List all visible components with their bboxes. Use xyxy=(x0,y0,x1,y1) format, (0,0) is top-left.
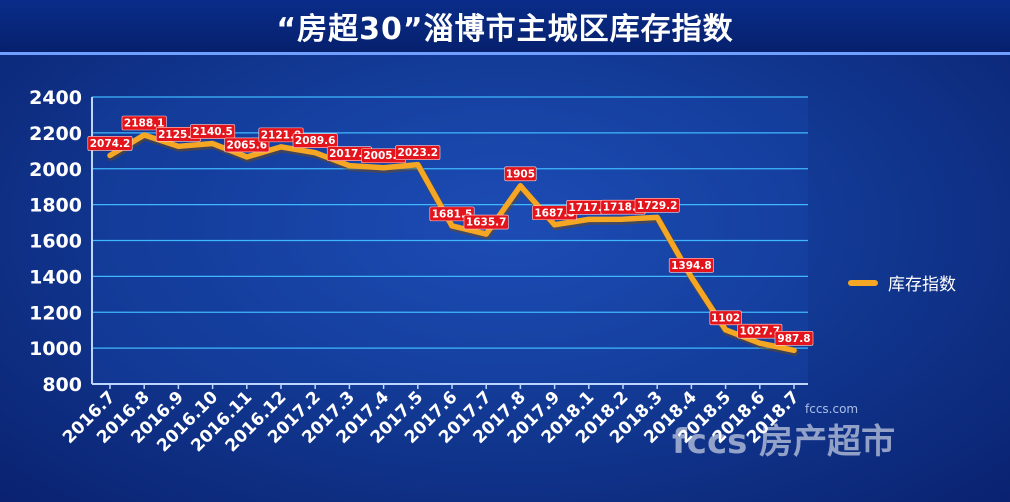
data-point xyxy=(210,141,216,147)
y-tick-label: 1400 xyxy=(29,266,82,288)
data-label-text: 1102 xyxy=(711,312,740,324)
data-point xyxy=(723,327,729,333)
data-label: 1102 xyxy=(709,310,742,326)
y-tick-label: 1600 xyxy=(29,231,82,253)
data-label-text: 2005.6 xyxy=(363,150,404,162)
data-label-text: 2023.2 xyxy=(398,147,439,159)
data-label: 1635.7 xyxy=(463,214,509,230)
data-label: 2089.6 xyxy=(292,133,338,148)
data-label: 2023.2 xyxy=(395,145,441,160)
data-label-text: 1394.8 xyxy=(671,260,712,272)
y-tick-label: 1000 xyxy=(29,338,82,360)
y-axis-ticks: 800 1000 1200 1400 1600 1800 2000 2200 2400 xyxy=(29,87,82,396)
data-label: 2125.1 xyxy=(155,127,201,142)
data-label: 2065.6 xyxy=(224,137,270,153)
data-point xyxy=(620,216,626,222)
data-point xyxy=(586,216,592,222)
data-point xyxy=(278,144,284,150)
data-label: 1729.2 xyxy=(634,198,680,213)
data-label-box xyxy=(504,166,537,182)
data-label: 1687.8 xyxy=(532,205,578,221)
data-point xyxy=(415,162,421,168)
data-label-box xyxy=(190,124,236,139)
data-label-text: 1635.7 xyxy=(466,217,507,229)
data-label-text: 1027.7 xyxy=(740,326,781,338)
data-label-box xyxy=(774,331,814,346)
data-point xyxy=(175,143,181,149)
data-label: 987.8 xyxy=(774,331,814,346)
y-tick-label: 2200 xyxy=(29,123,82,145)
data-label-text: 1905 xyxy=(506,168,535,180)
y-tick-label: 2000 xyxy=(29,159,82,181)
data-point xyxy=(381,165,387,171)
data-label-box xyxy=(224,137,270,153)
data-label: 2074.2 xyxy=(87,136,133,151)
data-label-text: 2121.9 xyxy=(261,129,302,141)
data-point xyxy=(141,132,147,138)
data-point xyxy=(449,223,455,229)
data-point xyxy=(757,340,763,346)
chart-title: “房超30”淄博市主城区库存指数 xyxy=(276,12,734,47)
data-point xyxy=(552,222,558,228)
data-label: 1027.7 xyxy=(737,323,783,339)
data-point xyxy=(654,214,660,220)
data-label-text: 2188.1 xyxy=(124,118,165,130)
data-label-box xyxy=(709,310,742,326)
data-label-text: 2140.5 xyxy=(192,126,233,138)
data-point xyxy=(688,274,694,280)
data-label: 1681.5 xyxy=(429,206,475,222)
title-bar: “房超30”淄博市主城区库存指数 xyxy=(0,0,1010,55)
data-label: 2005.6 xyxy=(361,148,407,164)
data-point xyxy=(517,183,523,189)
data-labels: 2074.2 2188.12125.12140.52065.62121.92089… xyxy=(87,115,814,346)
data-label-box xyxy=(463,214,509,230)
data-point xyxy=(107,152,113,158)
x-axis-ticks: 2016.72016.82016.92016.102016.112016.122… xyxy=(59,384,804,456)
data-label-box xyxy=(668,258,714,273)
y-tick-label: 800 xyxy=(42,374,82,396)
data-label-text: 1717.9 xyxy=(569,202,610,214)
data-label-text: 2017.3 xyxy=(329,148,370,160)
data-label: 2140.5 xyxy=(190,124,236,139)
data-label-text: 2125.1 xyxy=(158,129,199,141)
data-label-box xyxy=(292,133,338,148)
data-label-box xyxy=(395,145,441,160)
data-point xyxy=(312,150,318,156)
data-label-text: 1687.8 xyxy=(534,207,575,219)
legend-swatch xyxy=(848,279,878,286)
data-label-text: 2074.2 xyxy=(90,138,131,150)
data-point xyxy=(791,347,797,353)
data-label-text: 987.8 xyxy=(777,333,810,345)
y-tick-label: 1200 xyxy=(29,302,82,324)
data-label: 2188.1 xyxy=(121,115,167,131)
data-label: 2121.9 xyxy=(258,127,304,143)
data-label: 1905 xyxy=(504,166,537,182)
data-label-text: 2089.6 xyxy=(295,135,336,147)
data-label-text: 1681.5 xyxy=(432,208,473,220)
data-label-box xyxy=(634,198,680,213)
data-point xyxy=(346,163,352,169)
watermark-url: fccs.com xyxy=(805,402,859,416)
data-label: 1394.8 xyxy=(668,258,714,273)
data-point xyxy=(483,231,489,237)
data-label: 1717.9 xyxy=(566,200,612,215)
watermark-logo: fccs 房产超市 xyxy=(672,422,896,462)
legend: 库存指数 xyxy=(848,270,956,295)
y-tick-label: 2400 xyxy=(29,87,82,109)
y-tick-label: 1800 xyxy=(29,195,82,217)
data-label-text: 2065.6 xyxy=(227,139,268,151)
data-label-box xyxy=(429,206,475,222)
data-label-text: 1729.2 xyxy=(637,200,678,212)
data-label-box xyxy=(87,136,133,151)
legend-label: 库存指数 xyxy=(888,275,956,295)
data-label-text: 1718.8 xyxy=(603,202,644,214)
data-label: 2017.3 xyxy=(326,146,372,161)
data-label-box xyxy=(121,115,167,131)
data-point xyxy=(244,154,250,160)
